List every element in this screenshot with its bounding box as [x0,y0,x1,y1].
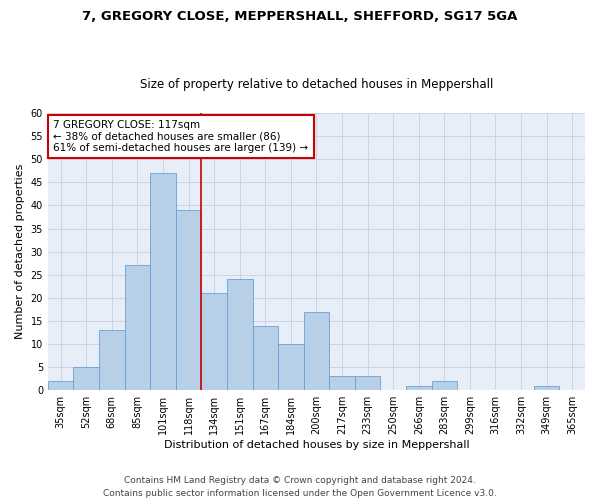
X-axis label: Distribution of detached houses by size in Meppershall: Distribution of detached houses by size … [164,440,469,450]
Bar [355,376,380,390]
Y-axis label: Number of detached properties: Number of detached properties [15,164,25,340]
Title: Size of property relative to detached houses in Meppershall: Size of property relative to detached ho… [140,78,493,91]
Bar [227,280,253,390]
Bar [278,344,304,390]
Bar [125,266,150,390]
Bar [304,312,329,390]
Bar [150,173,176,390]
Bar [202,293,227,390]
Bar [253,326,278,390]
Bar [406,386,431,390]
Bar [534,386,559,390]
Bar [176,210,202,390]
Bar [431,381,457,390]
Bar [73,367,99,390]
Bar [48,381,73,390]
Text: 7, GREGORY CLOSE, MEPPERSHALL, SHEFFORD, SG17 5GA: 7, GREGORY CLOSE, MEPPERSHALL, SHEFFORD,… [82,10,518,23]
Bar [99,330,125,390]
Text: 7 GREGORY CLOSE: 117sqm
← 38% of detached houses are smaller (86)
61% of semi-de: 7 GREGORY CLOSE: 117sqm ← 38% of detache… [53,120,308,153]
Text: Contains HM Land Registry data © Crown copyright and database right 2024.
Contai: Contains HM Land Registry data © Crown c… [103,476,497,498]
Bar [329,376,355,390]
